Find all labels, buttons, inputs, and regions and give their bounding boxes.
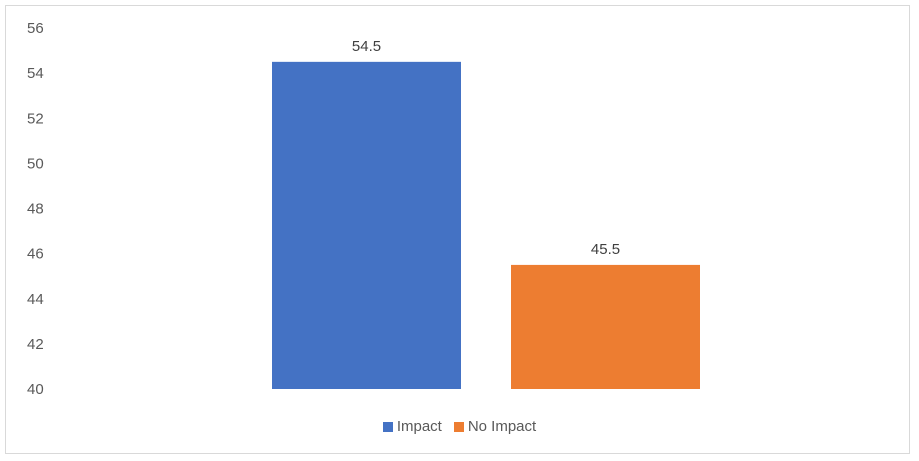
legend-swatch-no-impact	[453, 421, 464, 432]
legend: Impact No Impact	[0, 418, 919, 435]
data-labels: 54.5 45.5	[352, 38, 620, 258]
legend-item-no-impact: No Impact	[453, 418, 537, 435]
y-tick-label: 50	[27, 155, 44, 172]
legend-swatch-impact	[382, 421, 393, 432]
y-tick-label: 46	[27, 246, 44, 263]
y-tick-label: 40	[27, 381, 44, 398]
data-label-impact: 54.5	[352, 38, 381, 55]
bar-impact	[272, 61, 461, 389]
y-tick-label: 56	[27, 20, 44, 37]
y-tick-label: 42	[27, 336, 44, 353]
legend-label-impact: Impact	[396, 418, 442, 435]
y-tick-label: 54	[27, 65, 44, 82]
y-tick-label: 52	[27, 110, 44, 127]
data-label-no-impact: 45.5	[591, 241, 620, 258]
bar-no-impact	[511, 264, 700, 389]
y-tick-label: 44	[27, 291, 44, 308]
legend-item-impact: Impact	[382, 418, 442, 435]
bars	[272, 61, 700, 389]
legend-label-no-impact: No Impact	[467, 418, 537, 435]
y-tick-label: 48	[27, 201, 44, 218]
y-axis: 40 42 44 46 48 50 52 54 56	[27, 20, 44, 398]
